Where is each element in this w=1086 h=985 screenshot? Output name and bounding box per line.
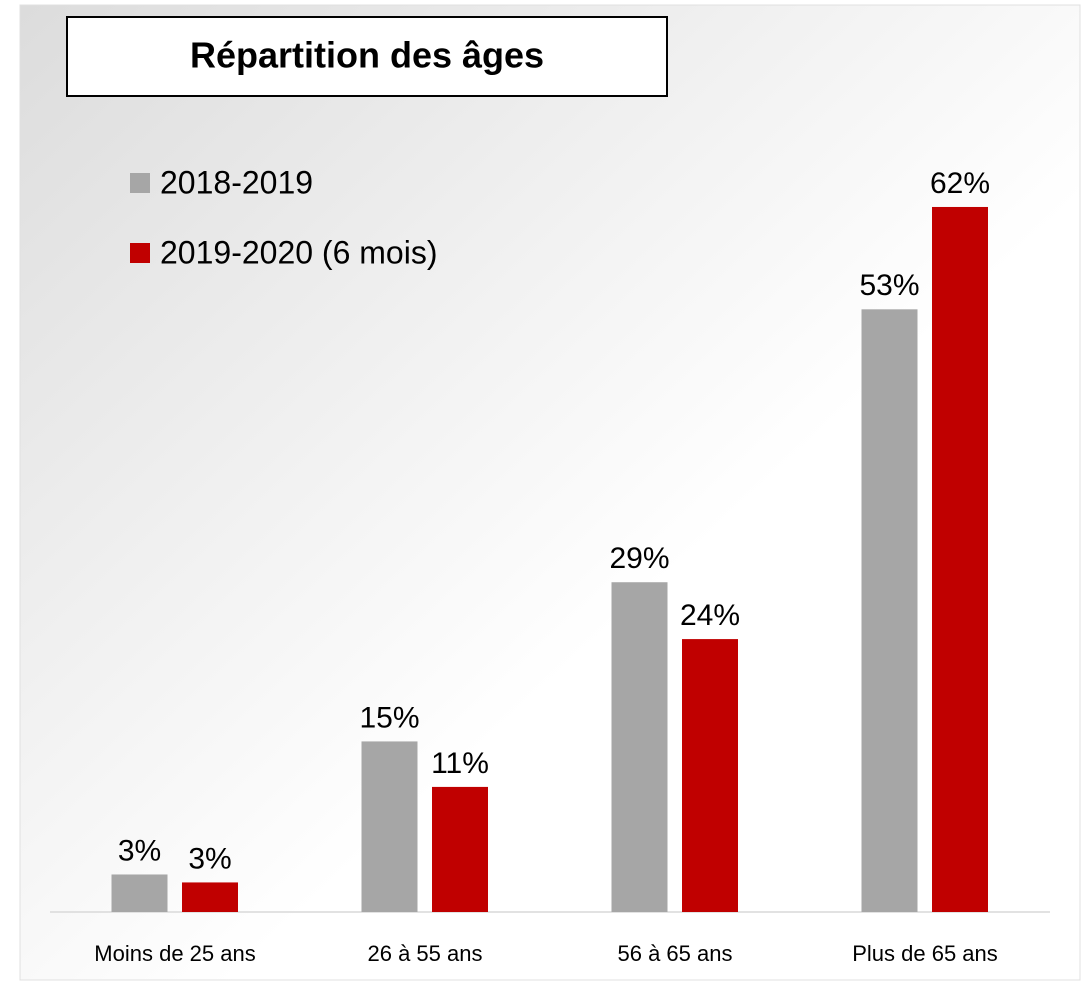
x-tick-label: Plus de 65 ans: [852, 941, 998, 966]
bar: [432, 786, 488, 912]
bar: [611, 582, 668, 912]
value-label: 15%: [359, 701, 419, 734]
legend-label: 2019-2020 (6 mois): [160, 234, 437, 270]
bar: [182, 882, 238, 912]
value-label: 11%: [431, 747, 489, 780]
value-label: 3%: [118, 834, 161, 867]
bar: [932, 206, 988, 912]
x-tick-label: 56 à 65 ans: [618, 941, 733, 966]
value-label: 53%: [859, 269, 919, 302]
legend-swatch: [130, 243, 150, 263]
chart-title: Répartition des âges: [190, 35, 544, 76]
x-tick-label: 26 à 55 ans: [368, 941, 483, 966]
x-tick-label: Moins de 25 ans: [94, 941, 255, 966]
bar: [111, 874, 168, 912]
title-box: [66, 16, 668, 97]
bar: [861, 309, 918, 912]
value-label: 29%: [609, 542, 669, 575]
value-label: 24%: [680, 599, 740, 632]
value-label: 3%: [188, 842, 231, 875]
value-label: 62%: [930, 167, 990, 200]
bar: [361, 741, 418, 912]
legend-swatch: [130, 173, 150, 193]
bar: [682, 639, 738, 912]
legend-label: 2018-2019: [160, 164, 313, 200]
chart-background: [19, 4, 1081, 981]
